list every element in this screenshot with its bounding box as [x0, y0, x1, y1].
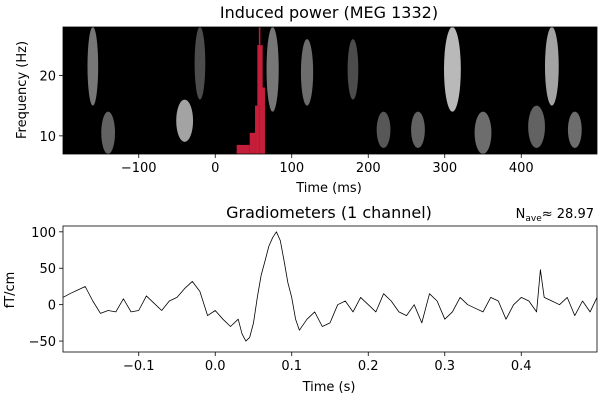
significant-cluster-cell	[255, 105, 260, 154]
heatmap-streak	[194, 27, 206, 100]
line-x-tick-label: 0.4	[511, 359, 532, 374]
heatmap-x-ticks: −100 0 100 200 300 400	[121, 154, 534, 176]
heatmap-streak	[544, 27, 559, 106]
nave-value: ≈ 28.97	[542, 207, 594, 222]
heatmap-streak	[443, 27, 461, 112]
nave-subscript: ave	[525, 214, 542, 224]
heatmap-streak	[87, 27, 99, 106]
line-y-tick-label: −50	[29, 335, 56, 350]
heatmap-panel: Induced power (MEG 1332) −100 0 100 200 300 4…	[15, 3, 598, 196]
heatmap-streak	[528, 105, 545, 148]
heatmap-y-tick-label: 20	[39, 69, 56, 84]
heatmap-streak	[266, 27, 279, 112]
heatmap-x-tick-label: 100	[279, 161, 304, 176]
heatmap-x-tick-label: 200	[356, 161, 381, 176]
line-x-ticks: −0.1 0.0 0.1 0.2 0.3 0.4	[123, 352, 532, 374]
heatmap-streak	[474, 111, 492, 154]
significant-cluster-cell	[236, 144, 250, 154]
line-y-tick-label: 50	[39, 262, 56, 277]
heatmap-x-label: Time (ms)	[295, 181, 362, 196]
line-frame	[62, 225, 598, 353]
line-y-tick-label: 100	[31, 226, 56, 241]
heatmap-streak	[567, 111, 582, 148]
nave-label: N	[516, 207, 526, 222]
line-x-label: Time (s)	[302, 380, 356, 395]
line-x-tick-label: −0.1	[123, 359, 155, 374]
signal-trace	[63, 231, 597, 342]
line-plot-area	[63, 231, 597, 342]
line-y-label: fT/cm	[3, 272, 18, 309]
significant-cluster-cell	[258, 27, 261, 46]
heatmap-streak	[347, 39, 359, 100]
line-x-tick-label: 0.0	[205, 359, 226, 374]
nave-annotation: Nave≈ 28.97	[516, 207, 594, 224]
heatmap-streak	[376, 111, 391, 148]
line-title: Gradiometers (1 channel)	[226, 203, 432, 222]
line-x-tick-label: 0.3	[434, 359, 455, 374]
heatmap-x-tick-label: −100	[121, 161, 157, 176]
heatmap-y-tick-label: 10	[39, 130, 56, 145]
significant-cluster-cell	[257, 45, 263, 106]
heatmap-frame	[62, 26, 598, 155]
heatmap-y-ticks: 10 20	[39, 69, 63, 145]
heatmap-y-label: Frequency (Hz)	[15, 41, 30, 139]
heatmap-x-tick-label: 300	[432, 161, 457, 176]
line-x-tick-label: 0.2	[358, 359, 379, 374]
heatmap-streak	[411, 111, 425, 148]
line-y-tick-label: 0	[48, 299, 56, 314]
heatmap-x-tick-label: 0	[211, 161, 219, 176]
heatmap-plot-area	[63, 27, 597, 154]
significant-cluster-cell	[259, 87, 265, 154]
significant-cluster-cell	[249, 132, 256, 154]
line-x-tick-label: 0.1	[281, 359, 302, 374]
heatmap-background	[63, 27, 597, 154]
heatmap-title: Induced power (MEG 1332)	[220, 3, 438, 22]
heatmap-x-tick-label: 400	[509, 161, 534, 176]
line-panel: Gradiometers (1 channel) Nave≈ 28.97 −0.…	[3, 203, 598, 395]
line-y-ticks: −50 0 50 100	[29, 226, 63, 350]
heatmap-streak	[300, 39, 314, 106]
heatmap-streak	[101, 111, 116, 154]
heatmap-streak	[176, 99, 194, 142]
